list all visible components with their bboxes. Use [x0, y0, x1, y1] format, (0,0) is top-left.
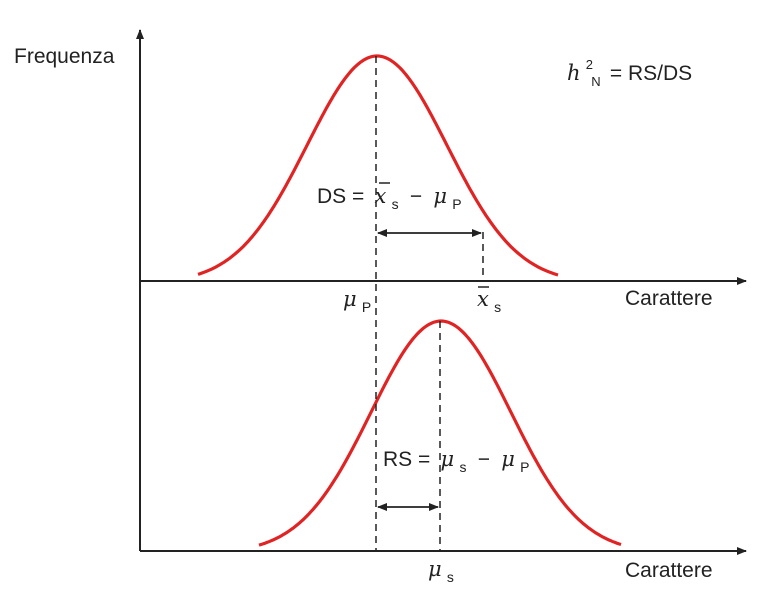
tick-mu-s: μ s [428, 557, 454, 585]
x-axis-label-top: Carattere [625, 287, 713, 310]
rs-mu2-sub: P [520, 459, 529, 475]
ds-mu-sub: P [452, 196, 461, 212]
formula-superscript: 2 [586, 57, 593, 72]
tick-xbar-s: x s [477, 287, 501, 315]
rs-mu2: μ [501, 447, 515, 471]
y-axis-label: Frequenza [14, 45, 115, 68]
ds-minus: − [410, 185, 422, 208]
rs-mu1: μ [441, 447, 455, 471]
rs-prefix: RS = [383, 448, 430, 471]
parent-distribution-curve [197, 54, 559, 277]
formula-rhs: = RS/DS [610, 62, 692, 85]
ds-label: DS = x s − μ P [317, 184, 462, 214]
ds-xbar-sub: s [392, 196, 399, 212]
formula-h: h [567, 61, 581, 85]
ds-xbar: x [375, 184, 387, 208]
x-axis-label-bottom: Carattere [625, 559, 713, 582]
formula-subscript: N [591, 74, 600, 89]
rs-minus: − [478, 448, 490, 471]
ds-mu: μ [433, 184, 447, 208]
heritability-formula: h 2 N = RS/DS [567, 50, 692, 91]
ds-prefix: DS = [317, 185, 364, 208]
rs-label: RS = μ s − μ P [383, 447, 529, 477]
tick-mu-p: μ P [343, 287, 371, 315]
rs-mu1-sub: s [459, 459, 466, 475]
